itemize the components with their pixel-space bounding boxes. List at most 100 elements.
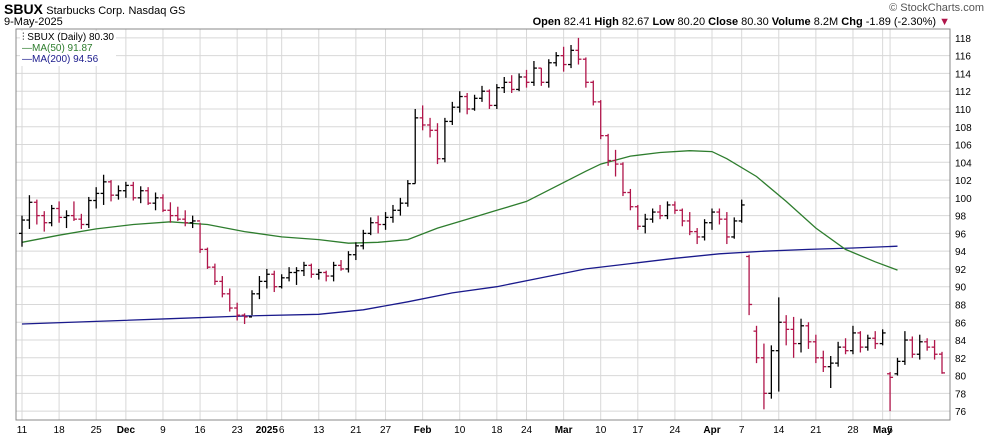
ohlc-bar [530,60,537,86]
ma200-swatch-icon: — [22,54,32,65]
y-tick-label: 88 [955,300,967,311]
ohlc-bar [538,67,545,86]
ohlc-bar [137,186,144,204]
open-value: 82.41 [563,16,592,28]
ohlc-bar [479,85,485,102]
down-arrow-icon: ▼ [939,16,950,28]
y-tick-label: 80 [955,372,967,383]
ohlc-bar [449,101,456,125]
ohlc-bar [360,229,367,250]
legend-ma50: —MA(50) 91.87 [22,43,114,54]
ohlc-bar [798,318,805,353]
ohlc-bar [790,316,797,358]
low-label: Low [652,16,675,28]
ohlc-bar [174,206,181,221]
ohlc-bar [664,201,671,220]
x-tick-label: 18 [491,425,503,436]
ohlc-bar [197,220,204,253]
x-tick-label: 18 [54,425,66,436]
x-tick-label: 28 [847,425,859,436]
ohlc-bar [271,270,278,293]
ohlc-bar [486,89,493,109]
ohlc-bar [26,195,33,229]
x-tick-label: Dec [117,425,136,436]
y-tick-label: 92 [955,265,967,276]
ohlc-bar [434,123,441,165]
brand[interactable]: © StockCharts.com [889,2,984,14]
ohlc-bar [709,208,715,230]
x-tick-label: 6 [279,425,285,436]
ohlc-bar [256,276,263,300]
legend-ma200-label: MA(200) 94.56 [32,54,99,65]
ohlc-bar [701,219,708,241]
ohlc-bar [338,260,345,271]
ohlc-bar [746,254,753,316]
ohlc-bar [427,117,434,138]
ohlc-bar [916,334,923,360]
ohlc-bar [760,343,767,410]
volume-value: 8.2M [813,16,839,28]
ohlc-bar [471,94,478,111]
legend-ma50-label: MA(50) 91.87 [32,43,93,54]
ohlc-bar [211,263,218,285]
ohlc-bar [901,331,908,365]
ohlc-bar [189,215,196,229]
legend-ma200: —MA(200) 94.56 [22,54,114,65]
ohlc-bar [939,351,945,374]
ohlc-bar [286,267,293,282]
ohlc-bar [731,217,738,239]
ohlc-bar [159,194,166,213]
ohlc-bar [545,59,552,88]
x-tick-label: Apr [703,425,720,436]
ohlc-bar [560,46,567,72]
ma200-line-group [21,245,898,325]
y-tick-label: 106 [955,141,972,152]
ohlc-bar [619,162,626,197]
volume-label: Volume [771,16,811,28]
ohlc-bar [671,201,678,214]
ohlc-bar [441,117,448,163]
ma50-swatch-icon: — [22,43,32,54]
ohlc-bar [768,345,775,399]
ohlc-bar [872,331,879,349]
y-tick-label: 114 [955,69,971,80]
ohlc-bar [293,267,300,285]
close-label: Close [708,16,739,28]
x-tick-label: Feb [414,425,432,436]
x-tick-label: 5 [887,425,893,436]
ohlc-bar [263,268,270,289]
ohlc-bar [827,356,834,389]
ohlc-bar [226,288,233,312]
y-tick-label: 118 [955,34,971,45]
y-tick-label: 98 [955,212,967,223]
company-name: Starbucks Corp. [46,5,126,17]
ohlc-bar [597,100,604,140]
y-tick-label: 90 [955,283,967,294]
ohlc-bar [649,208,656,223]
ohlc-bar [315,268,322,280]
x-tick-label: 14 [773,425,785,436]
ohlc-bar [352,242,359,261]
ohlc-bar [167,202,174,223]
ohlc-bar [879,329,886,346]
ohlc-bar [48,204,55,227]
ohlc-icon: ⫶ [22,32,25,43]
ohlc-bar [857,331,864,353]
ohlc-bar [835,341,842,367]
ohlc-bar [78,213,85,229]
change-label: Chg [841,16,863,28]
ohlc-bar [849,325,856,355]
ohlc-bar [219,276,226,298]
ohlc-bar [575,37,582,65]
y-tick-label: 104 [955,158,972,169]
ohlc-bar [931,340,938,360]
ohlc-bar [887,372,894,412]
x-tick-label: 21 [810,425,822,436]
ohlc-bar [308,263,315,278]
ohlc-bar [419,105,426,131]
ohlc-bar [864,334,871,351]
ohlc-bar [41,211,48,232]
ma200-line [21,245,898,325]
x-tick-label: 25 [91,425,103,436]
